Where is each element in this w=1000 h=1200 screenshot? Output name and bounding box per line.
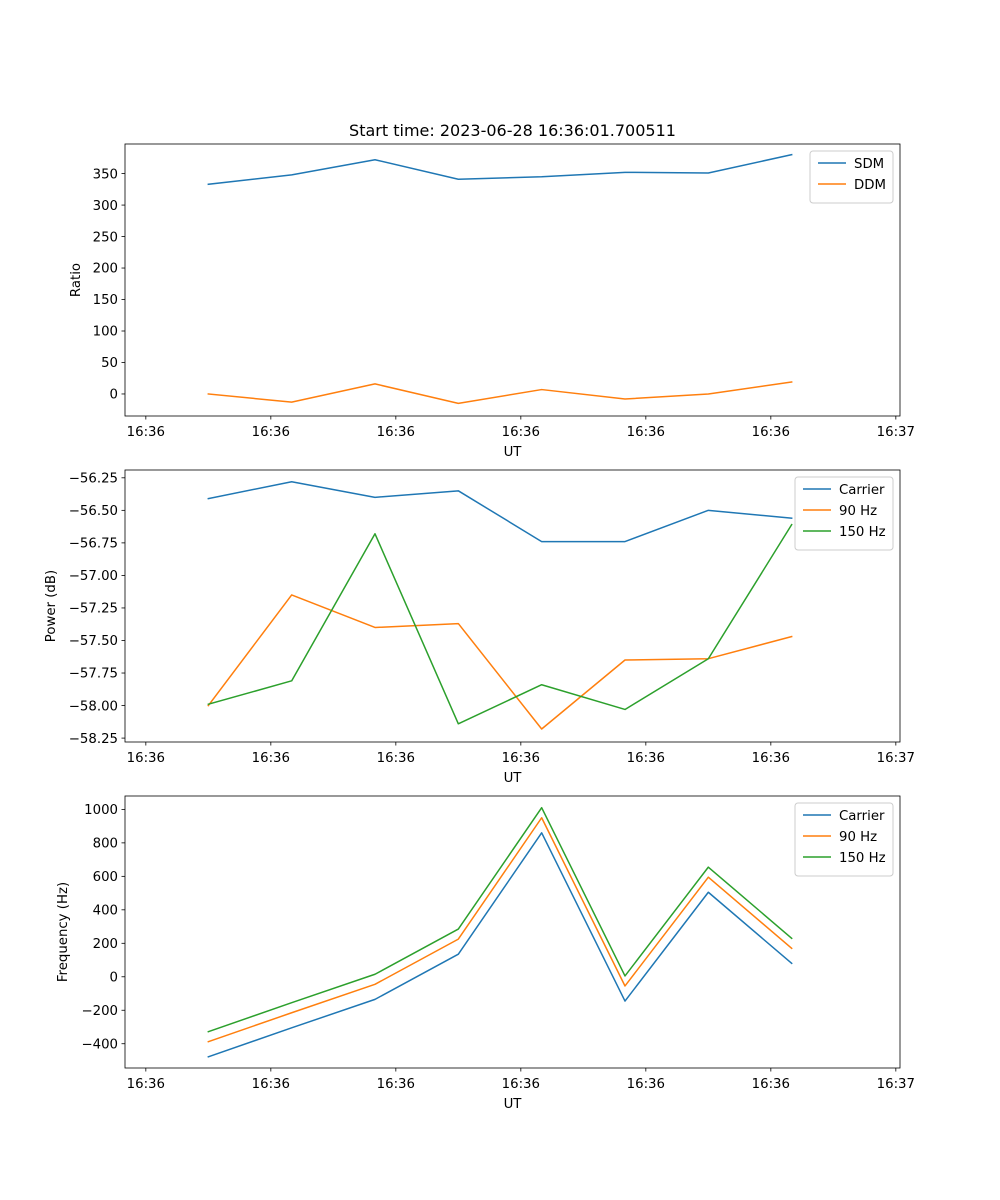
y-tick-label: 150 — [93, 293, 118, 308]
x-tick-label: 16:36 — [502, 425, 540, 440]
legend-label: DDM — [854, 178, 886, 193]
x-tick-label: 16:36 — [627, 751, 665, 766]
series-line-90-hz — [207, 817, 793, 1043]
y-tick-label: 600 — [93, 870, 118, 885]
legend: Carrier 90 Hz 150 Hz — [794, 476, 894, 551]
chart-panel-ratio: 16:36 16:36 16:36 16:36 16:36 16:36 16:37 0 50 10… — [69, 121, 915, 460]
x-tick-label: 16:36 — [252, 1077, 290, 1092]
y-axis-label: Frequency (Hz) — [56, 882, 71, 982]
y-tick-label: 300 — [93, 199, 118, 214]
y-tick-label: 200 — [93, 937, 118, 952]
y-tick-label: −56.75 — [69, 537, 118, 552]
x-tick-label: 16:36 — [252, 751, 290, 766]
x-tick-label: 16:37 — [877, 1077, 915, 1092]
x-tick-label: 16:36 — [752, 751, 790, 766]
x-tick-label: 16:36 — [627, 425, 665, 440]
legend-label: Carrier — [839, 483, 885, 498]
chart-title: Start time: 2023-06-28 16:36:01.700511 — [349, 121, 676, 140]
x-tick-label: 16:36 — [377, 751, 415, 766]
legend-label: 150 Hz — [839, 525, 886, 540]
chart-panel-frequency: 16:36 16:36 16:36 16:36 16:36 16:36 16:37 −400 −… — [56, 795, 915, 1112]
x-tick-label: 16:36 — [252, 425, 290, 440]
y-axis-label: Power (dB) — [44, 570, 59, 642]
legend: SDM DDM — [809, 150, 894, 204]
series-line-ddm — [207, 381, 793, 405]
series-line-carrier — [207, 832, 793, 1058]
legend-label: 150 Hz — [839, 851, 886, 866]
x-tick-label: 16:36 — [752, 1077, 790, 1092]
axes-frame — [124, 469, 901, 743]
y-tick-label: 0 — [110, 970, 118, 985]
chart-panel-power: 16:36 16:36 16:36 16:36 16:36 16:36 16:37 −58.2… — [44, 469, 915, 786]
y-tick-label: −200 — [81, 1004, 118, 1019]
x-tick-label: 16:36 — [502, 751, 540, 766]
series-line-90-hz — [207, 594, 793, 730]
y-tick-label: −57.75 — [69, 667, 118, 682]
y-axis-label: Ratio — [69, 263, 84, 297]
axes-frame — [124, 795, 901, 1069]
series-line-carrier — [207, 480, 793, 543]
x-tick-label: 16:37 — [877, 425, 915, 440]
x-axis-label: UT — [504, 771, 523, 786]
x-tick-label: 16:36 — [627, 1077, 665, 1092]
legend-box — [809, 150, 894, 204]
y-tick-label: 50 — [101, 356, 118, 371]
x-axis-label: UT — [504, 445, 523, 460]
y-tick-label: 100 — [93, 325, 118, 340]
series-line-150-hz — [207, 523, 793, 725]
y-tick-label: 0 — [110, 388, 118, 403]
x-tick-label: 16:36 — [377, 1077, 415, 1092]
x-tick-label: 16:36 — [502, 1077, 540, 1092]
x-axis-label: UT — [504, 1097, 523, 1112]
legend-label: 90 Hz — [839, 504, 877, 519]
legend-label: 90 Hz — [839, 830, 877, 845]
y-tick-label: 250 — [93, 230, 118, 245]
legend-label: Carrier — [839, 809, 885, 824]
y-tick-label: 200 — [93, 262, 118, 277]
series-line-sdm — [207, 153, 793, 186]
y-tick-label: −56.25 — [69, 472, 118, 487]
y-tick-label: 800 — [93, 837, 118, 852]
y-tick-label: 350 — [93, 167, 118, 182]
y-tick-label: −58.25 — [69, 732, 118, 747]
y-tick-label: −400 — [81, 1037, 118, 1052]
x-tick-label: 16:36 — [127, 425, 165, 440]
x-tick-label: 16:36 — [377, 425, 415, 440]
y-tick-label: −56.50 — [69, 504, 118, 519]
axes-frame — [124, 143, 901, 417]
x-tick-label: 16:36 — [127, 751, 165, 766]
legend: Carrier 90 Hz 150 Hz — [794, 802, 894, 877]
x-tick-label: 16:37 — [877, 751, 915, 766]
x-tick-label: 16:36 — [752, 425, 790, 440]
y-tick-label: −57.00 — [69, 569, 118, 584]
legend-label: SDM — [854, 157, 884, 172]
y-tick-label: 1000 — [84, 803, 118, 818]
y-tick-label: −57.50 — [69, 634, 118, 649]
y-tick-label: −57.25 — [69, 602, 118, 617]
series-line-150-hz — [207, 806, 793, 1033]
y-tick-label: −58.00 — [69, 699, 118, 714]
y-tick-label: 400 — [93, 904, 118, 919]
x-tick-label: 16:36 — [127, 1077, 165, 1092]
